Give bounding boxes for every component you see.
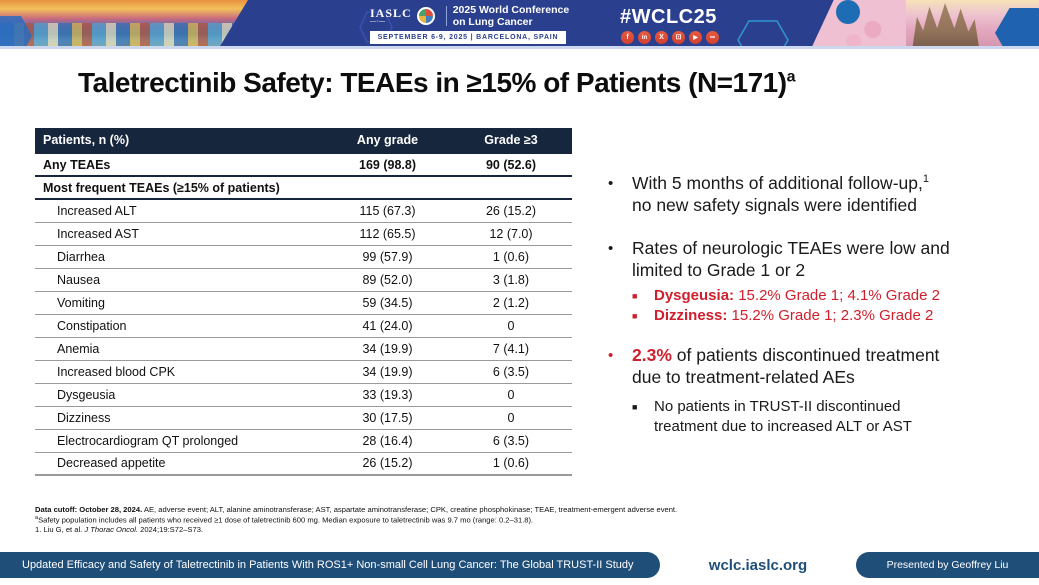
table-row: Dizziness 30 (17.5) 0 <box>35 406 572 430</box>
conference-hashtag: #WCLC25 <box>620 6 717 28</box>
bullet-dot: • <box>608 175 614 192</box>
table-row-any-teaes: Any TEAEs 169 (98.8) 90 (52.6) <box>35 153 572 177</box>
presenter-pill: Presented by Geoffrey Liu <box>856 552 1039 578</box>
link-icon[interactable]: ∞ <box>706 31 719 44</box>
reference-marker: 1 <box>922 173 929 186</box>
footer-bar: Updated Efficacy and Safety of Taletrect… <box>0 552 1039 578</box>
instagram-icon[interactable]: ⊡ <box>672 31 685 44</box>
bullet-neurologic-teaes: • Rates of neurologic TEAEs were low and… <box>608 237 950 281</box>
neurologic-sub-bullets: ■ Dysgeusia: 15.2% Grade 1; 4.1% Grade 2… <box>632 286 1028 327</box>
table-row: Constipation 41 (24.0) 0 <box>35 314 572 338</box>
table-row: Increased AST 112 (65.5) 12 (7.0) <box>35 222 572 246</box>
table-row: Electrocardiogram QT prolonged 28 (16.4)… <box>35 429 572 453</box>
barcelona-park-guell-photo <box>0 0 248 46</box>
page-title: Taletrectinib Safety: TEAEs in ≥15% of P… <box>78 67 796 98</box>
iaslc-globe-icon <box>416 7 435 25</box>
footnote-reference: 1. Liu G, et al. J Thorac Oncol. 2024;19… <box>35 524 204 534</box>
bullet-discontinuation: • 2.3% of patients discontinued treatmen… <box>608 345 940 388</box>
study-title-pill: Updated Efficacy and Safety of Taletrect… <box>0 552 660 578</box>
square-bullet-icon: ■ <box>632 310 638 321</box>
conference-header-banner: IASLC —◦— 2025 World Conference on Lung … <box>0 0 1039 49</box>
col-header-patients: Patients, n (%) <box>35 128 325 154</box>
sub-bullet-dysgeusia: ■ Dysgeusia: 15.2% Grade 1; 4.1% Grade 2 <box>632 286 1028 306</box>
table-row: Increased blood CPK 34 (19.9) 6 (3.5) <box>35 360 572 384</box>
hexagon-decoration <box>735 18 791 46</box>
sub-bullet-dizziness: ■ Dizziness: 15.2% Grade 1; 2.3% Grade 2 <box>632 306 1028 326</box>
table-section-header: Most frequent TEAEs (≥15% of patients) <box>35 176 572 200</box>
conference-name: 2025 World Conference on Lung Cancer <box>452 3 570 28</box>
social-icons-row: f in X ⊡ ▶ ∞ <box>621 31 719 44</box>
footnote-safety-population: aSafety population includes all patients… <box>35 514 534 525</box>
table-header-row: Patients, n (%) Any grade Grade ≥3 <box>35 128 572 154</box>
table-row: Nausea 89 (52.0) 3 (1.8) <box>35 268 572 292</box>
table-row: Increased ALT 115 (67.3) 26 (15.2) <box>35 199 572 223</box>
col-header-grade3: Grade ≥3 <box>450 128 572 154</box>
iaslc-logo-block: IASLC —◦— 2025 World Conference on Lung … <box>370 4 570 44</box>
square-bullet-icon: ■ <box>632 290 638 301</box>
square-bullet-icon: ■ <box>632 401 638 412</box>
sub-bullet-trust2: ■ No patients in TRUST-II discontinued tr… <box>632 397 1028 438</box>
bullet-dot: • <box>608 347 614 365</box>
key-findings-bullets: • With 5 months of additional follow-up,… <box>608 172 1028 455</box>
teae-table: Patients, n (%) Any grade Grade ≥3 Any T… <box>35 128 572 476</box>
linkedin-icon[interactable]: in <box>638 31 651 44</box>
table-row: Vomiting 59 (34.5) 2 (1.2) <box>35 291 572 315</box>
circle-decoration <box>836 0 860 24</box>
footnotes: Data cutoff: October 28, 2024. AE, adver… <box>35 505 795 535</box>
table-row: Diarrhea 99 (57.9) 1 (0.6) <box>35 245 572 269</box>
iaslc-logo-text: IASLC <box>370 6 412 20</box>
table-row: Dysgeusia 33 (19.3) 0 <box>35 383 572 407</box>
bullet-follow-up: • With 5 months of additional follow-up,… <box>608 173 929 216</box>
conference-date-location: SEPTEMBER 6-9, 2025 | BARCELONA, SPAIN <box>370 31 566 44</box>
facebook-icon[interactable]: f <box>621 31 634 44</box>
discontinuation-sub-bullets: ■ No patients in TRUST-II discontinued tr… <box>632 397 1028 438</box>
bullet-dot: • <box>608 239 614 257</box>
conference-website-link[interactable]: wclc.iaslc.org <box>708 556 808 574</box>
x-icon[interactable]: X <box>655 31 668 44</box>
youtube-icon[interactable]: ▶ <box>689 31 702 44</box>
title-footnote-marker: a <box>786 68 796 86</box>
footnote-abbreviations: Data cutoff: October 28, 2024. AE, adver… <box>35 505 678 514</box>
table-row: Decreased appetite 26 (15.2) 1 (0.6) <box>35 452 572 476</box>
table-row: Anemia 34 (19.9) 7 (4.1) <box>35 337 572 361</box>
col-header-any-grade: Any grade <box>325 128 450 154</box>
